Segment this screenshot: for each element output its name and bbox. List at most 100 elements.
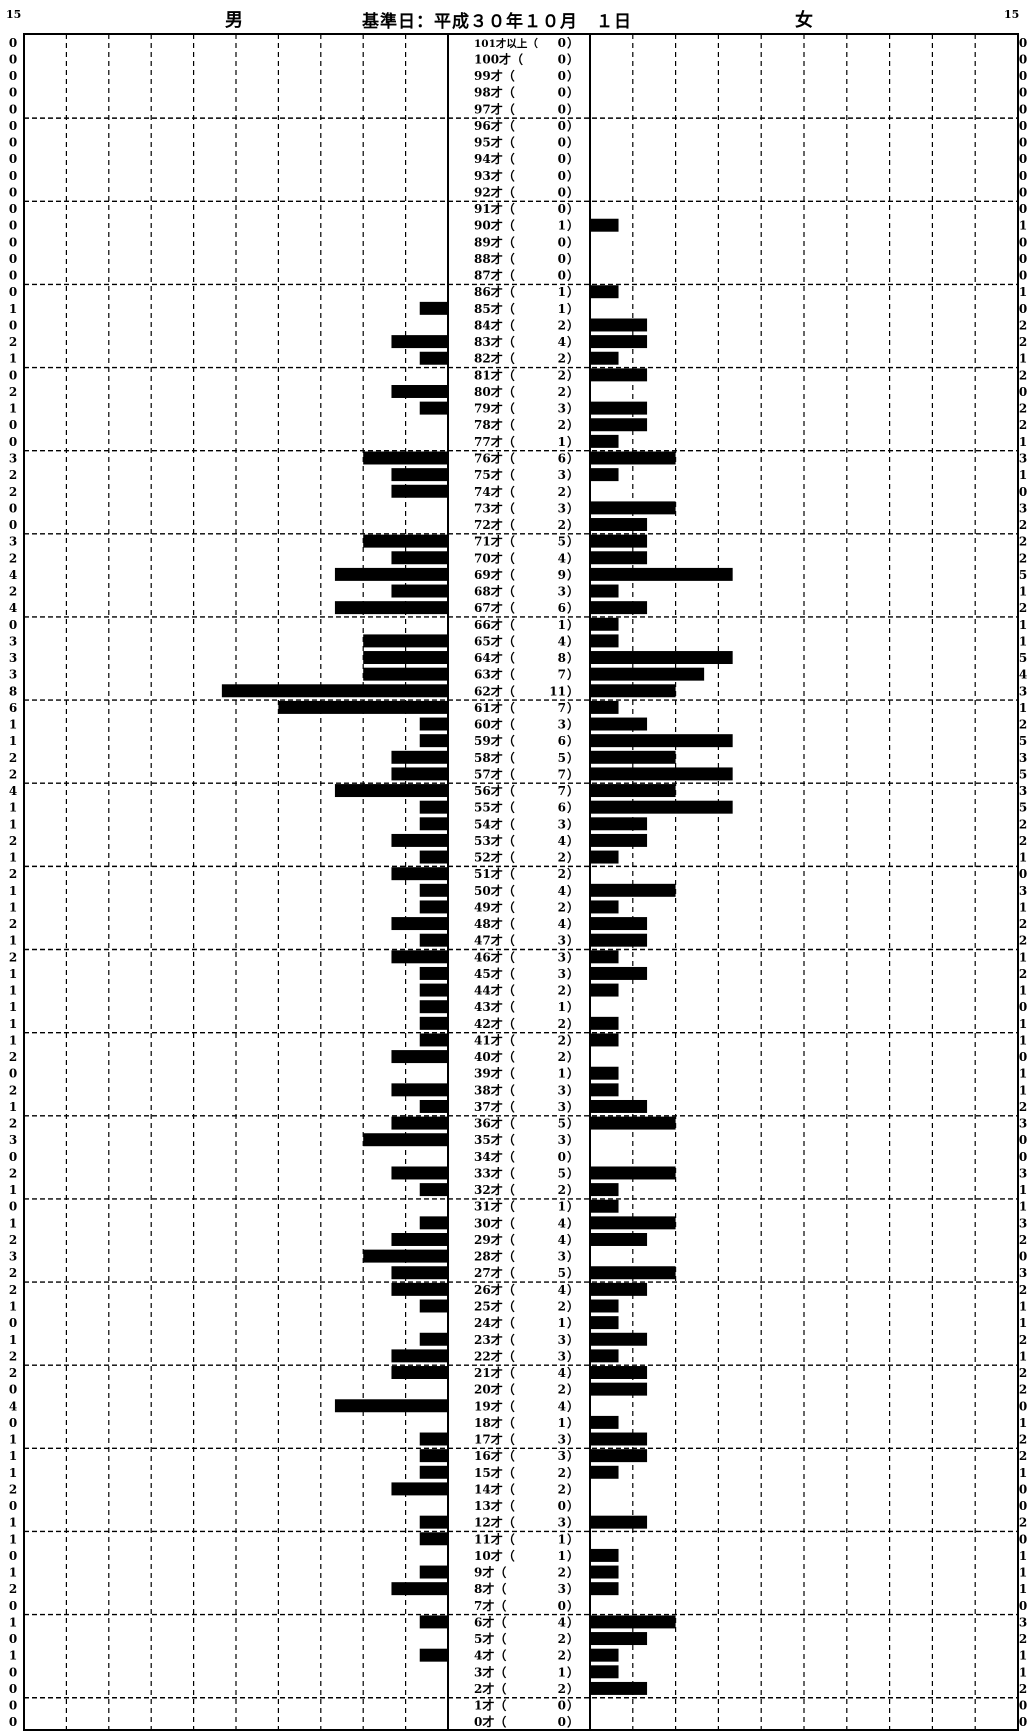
age-total: 3 bbox=[558, 1449, 566, 1463]
male-count: 0 bbox=[9, 1416, 17, 1430]
chart-frame bbox=[23, 33, 1019, 1731]
female-count: 0 bbox=[1019, 1699, 1027, 1713]
age-label: 67才（ bbox=[474, 600, 515, 615]
female-count: 0 bbox=[1019, 102, 1027, 116]
age-total-paren: ） bbox=[567, 800, 579, 815]
age-total-paren: ） bbox=[567, 584, 579, 599]
age-total: 3 bbox=[558, 1433, 566, 1447]
male-count: 1 bbox=[9, 1566, 17, 1580]
male-count: 0 bbox=[9, 219, 17, 233]
age-total-paren: ） bbox=[567, 1282, 579, 1297]
female-bar bbox=[590, 601, 648, 615]
male-bar bbox=[391, 867, 448, 881]
male-bar bbox=[419, 800, 448, 814]
age-label: 60才（ bbox=[474, 717, 515, 732]
age-label: 96才（ bbox=[474, 118, 515, 133]
male-bar bbox=[391, 1116, 448, 1130]
age-label: 37才（ bbox=[474, 1099, 515, 1114]
female-count: 1 bbox=[1019, 950, 1027, 964]
male-bar bbox=[334, 1399, 448, 1413]
age-total: 3 bbox=[558, 1100, 566, 1114]
age-label: 30才（ bbox=[474, 1215, 515, 1230]
age-label: 50才（ bbox=[474, 883, 515, 898]
female-count: 3 bbox=[1019, 1117, 1027, 1131]
age-label: 15才（ bbox=[474, 1465, 515, 1480]
age-total: 2 bbox=[558, 1050, 566, 1064]
male-count: 0 bbox=[9, 1150, 17, 1164]
age-total: 0 bbox=[558, 185, 566, 199]
age-label: 66才（ bbox=[474, 617, 515, 632]
age-total: 4 bbox=[558, 917, 566, 931]
female-bar bbox=[590, 767, 733, 781]
age-total: 3 bbox=[558, 1582, 566, 1596]
age-total: 2 bbox=[558, 1300, 566, 1314]
age-total: 3 bbox=[558, 1083, 566, 1097]
age-total-paren: ） bbox=[567, 534, 579, 549]
age-total-paren: ） bbox=[567, 1598, 579, 1613]
male-bar bbox=[391, 335, 448, 349]
age-total: 4 bbox=[558, 1615, 566, 1629]
female-count: 2 bbox=[1019, 1283, 1027, 1297]
side-counts-layer: 0 00 00 00 00 00 00 00 00 00 00 00 10 00 00 00 11 00 22 21 1… bbox=[9, 36, 1027, 1729]
age-total-paren: ） bbox=[567, 118, 579, 133]
age-label: 14才（ bbox=[474, 1481, 515, 1496]
age-label: 32才（ bbox=[474, 1182, 515, 1197]
female-bar bbox=[590, 1083, 619, 1097]
female-bar bbox=[590, 667, 705, 681]
age-label: 92才（ bbox=[474, 184, 515, 199]
male-bar bbox=[419, 1449, 448, 1463]
female-bar bbox=[590, 434, 619, 448]
male-count: 1 bbox=[9, 1615, 17, 1629]
age-label: 99才（ bbox=[474, 68, 515, 83]
age-label: 3才（ bbox=[474, 1664, 506, 1679]
female-label: 女 bbox=[795, 10, 813, 31]
age-label: 38才（ bbox=[474, 1082, 515, 1097]
male-bar bbox=[391, 917, 448, 931]
age-label: 53才（ bbox=[474, 833, 515, 848]
female-bar bbox=[590, 750, 676, 764]
female-count: 2 bbox=[1019, 1516, 1027, 1530]
female-count: 1 bbox=[1019, 1200, 1027, 1214]
male-bar bbox=[419, 1648, 448, 1662]
male-count: 0 bbox=[9, 1632, 17, 1646]
female-bar bbox=[590, 1665, 619, 1679]
age-label: 17才（ bbox=[474, 1432, 515, 1447]
female-bar bbox=[590, 1681, 648, 1695]
age-total: 1 bbox=[558, 1000, 566, 1014]
female-count: 1 bbox=[1019, 1316, 1027, 1330]
male-bar bbox=[391, 484, 448, 498]
female-bar bbox=[590, 1116, 676, 1130]
age-total-paren: ） bbox=[567, 1714, 579, 1729]
age-total: 2 bbox=[558, 352, 566, 366]
male-count: 1 bbox=[9, 1017, 17, 1031]
female-bar bbox=[590, 401, 648, 415]
male-count: 1 bbox=[9, 851, 17, 865]
age-total-paren: ） bbox=[567, 700, 579, 715]
age-label: 44才（ bbox=[474, 983, 515, 998]
female-count: 2 bbox=[1019, 1632, 1027, 1646]
male-count: 1 bbox=[9, 1183, 17, 1197]
male-count: 0 bbox=[9, 1715, 17, 1729]
male-count: 1 bbox=[9, 1000, 17, 1014]
male-count: 0 bbox=[9, 1316, 17, 1330]
age-total: 2 bbox=[558, 851, 566, 865]
age-total: 0 bbox=[558, 202, 566, 216]
age-total-paren: ） bbox=[567, 1249, 579, 1264]
scale-max-right: 15 bbox=[1004, 8, 1020, 21]
male-count: 0 bbox=[9, 269, 17, 283]
female-bar bbox=[590, 1016, 619, 1030]
age-total-paren: ） bbox=[567, 284, 579, 299]
age-total: 1 bbox=[558, 1665, 566, 1679]
female-count: 1 bbox=[1019, 701, 1027, 715]
female-bar bbox=[590, 1415, 619, 1429]
female-count: 2 bbox=[1019, 1333, 1027, 1347]
female-bar bbox=[590, 318, 648, 332]
female-count: 1 bbox=[1019, 468, 1027, 482]
male-count: 0 bbox=[9, 185, 17, 199]
age-label: 93才（ bbox=[474, 168, 515, 183]
female-count: 2 bbox=[1019, 1383, 1027, 1397]
age-total: 3 bbox=[558, 501, 566, 515]
age-total: 4 bbox=[558, 1283, 566, 1297]
male-count: 3 bbox=[9, 1250, 17, 1264]
age-labels-layer: 101才以上（ 0 ）100才（ 0 ）99才（ 0 ）98才（ 0 ）97才（ 0 ）96才（ 0）… bbox=[474, 35, 579, 1729]
